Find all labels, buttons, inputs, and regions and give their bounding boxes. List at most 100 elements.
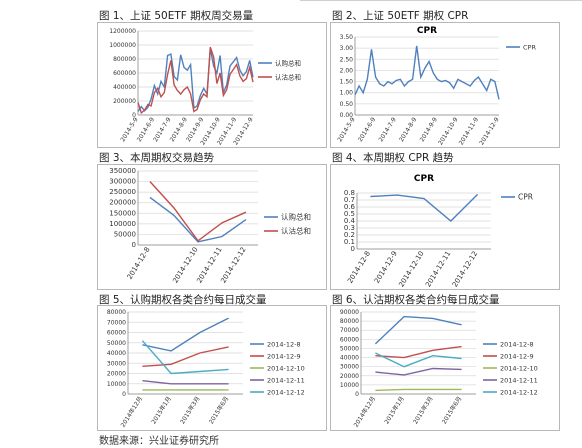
- x-tick-label: 2014-12-8: [346, 250, 372, 285]
- legend-label: 2014-12-10: [267, 365, 305, 373]
- y-tick-label: 100000: [109, 220, 136, 228]
- y-tick-label: 40000: [107, 350, 126, 357]
- series-line-5: [141, 340, 229, 375]
- series-line-1: [370, 193, 479, 222]
- y-tick-label: 0.6: [344, 203, 356, 211]
- y-tick-label: 2.00: [340, 67, 354, 74]
- y-tick-label: 300000: [109, 178, 136, 186]
- chart-frame-5: 0 10000 20000 30000 40000 50000 60000 70000 8000…: [97, 305, 327, 431]
- y-tick-label: 80000: [107, 309, 126, 316]
- y-tick-label: 0.8: [344, 189, 355, 197]
- x-tick-label: 2014年12月: [352, 395, 377, 429]
- y-tick-label: 0: [132, 112, 136, 119]
- legend-label: 2014-12-11: [500, 377, 538, 385]
- legend-label: 2014-12-8: [500, 341, 534, 349]
- series-line-2: [137, 46, 254, 115]
- legend-label: 2014-12-8: [267, 341, 301, 349]
- y-tick-label: 1.00: [340, 90, 354, 97]
- y-tick-label: 0: [351, 245, 355, 253]
- series-line-2: [149, 181, 247, 242]
- y-tick-label: 200000: [109, 199, 136, 207]
- x-tick-label: 2014-12-8: [126, 246, 152, 281]
- panel-title-1: 图 1、上证 50ETF 期权周交易量: [99, 10, 254, 22]
- legend-label: 认购总和: [275, 59, 301, 68]
- chart-put-contracts: 0 10000 20000 30000 40000 50000 60000 70000 8000…: [340, 309, 538, 429]
- y-tick-label: 0.1: [344, 238, 355, 246]
- panel-title-4: 图 4、本周期权 CPR 趋势: [332, 152, 454, 164]
- legend-label: 2014-12-12: [500, 389, 538, 397]
- y-tick-label: 0: [132, 241, 136, 249]
- y-tick-label: 800000: [113, 56, 136, 63]
- y-tick-label: 0.7: [344, 196, 355, 204]
- series-line-1: [354, 45, 500, 100]
- y-tick-label: 60000: [107, 330, 126, 337]
- legend-label: CPR: [518, 193, 533, 202]
- x-tick-label: 2014-12-12: [219, 246, 247, 285]
- y-tick-label: 350000: [109, 167, 136, 175]
- chart-frame-6: 0 10000 20000 30000 40000 50000 60000 70000 8000…: [330, 305, 560, 431]
- y-tick-label: 2.50: [340, 56, 354, 63]
- x-tick-label: 2014-10-9: [437, 116, 459, 146]
- y-tick-label: 400000: [113, 84, 136, 91]
- series-line-1: [142, 317, 229, 352]
- x-tick-label: 2014-12-9: [373, 250, 399, 285]
- y-tick-label: 1.50: [340, 79, 354, 86]
- chart-frame-4: CPR 0 0.1 0.2 0.3 0.4 0.5 0.6 0.7 0.8 2014-12-8 201…: [330, 164, 560, 290]
- y-tick-label: 0.3: [344, 224, 355, 232]
- legend-label: 认购总和: [281, 212, 311, 222]
- chart-cpr-weekly: CPR 0.00 0.50 1.00 1.50 2.00 2.50 3.00 3.50 2014-…: [336, 26, 536, 146]
- x-tick-label: 2015年3月: [411, 395, 434, 426]
- y-tick-label: 60000: [340, 336, 359, 343]
- y-tick-label: 50000: [114, 230, 136, 238]
- series-line-2: [375, 345, 462, 359]
- x-tick-label: 2014-12-10: [397, 250, 425, 289]
- y-tick-label: 10000: [340, 382, 359, 389]
- panel-title-6: 图 6、认沽期权各类合约每日成交量: [332, 294, 500, 306]
- chart-frame-3: 0 50000 100000 150000 200000 250000 300000 3500…: [97, 164, 327, 290]
- y-tick-label: 250000: [109, 188, 136, 196]
- y-tick-label: 70000: [107, 319, 126, 326]
- series-line-1: [374, 315, 462, 345]
- x-tick-label: 2015年3月: [178, 395, 201, 426]
- series-line-1: [149, 196, 247, 243]
- y-tick-label: 1200000: [109, 28, 136, 35]
- y-tick-label: 10000: [107, 381, 126, 388]
- series-line-1: [137, 48, 254, 112]
- y-tick-label: 20000: [107, 371, 126, 378]
- panel-title-3: 图 3、本周期权交易趋势: [99, 152, 215, 164]
- chart-call-contracts: 0 10000 20000 30000 40000 50000 60000 70000 8000…: [107, 309, 305, 429]
- x-tick-label: 2014-5-9: [336, 116, 356, 143]
- panel-title-2: 图 2、上证 50ETF 期权 CPR: [332, 10, 469, 22]
- x-tick-label: 2014-12-9: [478, 116, 500, 146]
- series-line-4: [375, 367, 462, 376]
- y-tick-label: 1000000: [109, 42, 136, 49]
- x-tick-label: 2014-8-9: [398, 116, 418, 143]
- y-tick-label: 40000: [340, 355, 359, 362]
- x-tick-label: 2015年1月: [383, 395, 406, 426]
- y-tick-label: 0.00: [340, 112, 354, 119]
- x-tick-label: 2014-11-9: [458, 116, 480, 146]
- x-tick-label: 2014-7-9: [377, 116, 397, 143]
- y-tick-label: 50000: [340, 345, 359, 352]
- series-line-2: [142, 346, 229, 367]
- panel-title-5: 图 5、认购期权各类合约每日成交量: [99, 294, 267, 306]
- series-line-5: [375, 352, 462, 368]
- chart-weekly-volume: 0200000400000600000800000100000012000002…: [109, 28, 301, 146]
- series-line-4: [142, 380, 229, 385]
- y-tick-label: 200000: [113, 98, 136, 105]
- y-tick-label: 90000: [340, 309, 359, 316]
- source-caption: 数据来源：兴业证券研究所: [99, 436, 219, 447]
- y-tick-label: 30000: [340, 364, 359, 371]
- top-divider: [300, 0, 582, 1]
- y-tick-label: 3.50: [340, 34, 354, 41]
- y-tick-label: 30000: [107, 360, 126, 367]
- legend-label: CPR: [523, 44, 536, 52]
- y-tick-label: 0: [355, 391, 359, 398]
- legend-label: 认沽总和: [281, 226, 311, 236]
- y-tick-label: 3.00: [340, 45, 354, 52]
- legend-label: 2014-12-9: [500, 353, 534, 361]
- y-tick-label: 0.5: [344, 210, 355, 218]
- y-tick-label: 0.2: [344, 231, 355, 239]
- y-tick-label: 0: [122, 391, 126, 398]
